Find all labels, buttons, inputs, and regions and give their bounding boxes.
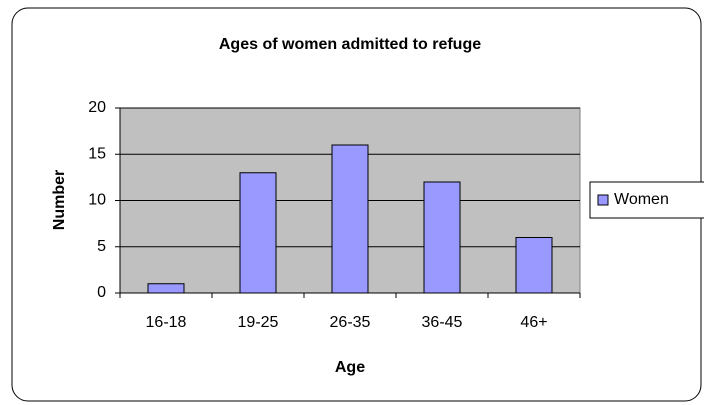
bar (147, 283, 185, 294)
x-tick-label: 26-35 (330, 314, 371, 331)
y-tick-label: 15 (88, 145, 106, 162)
x-axis-label: Age (335, 359, 365, 376)
bar (239, 172, 277, 294)
x-tick-label: 16-18 (146, 314, 187, 331)
bar (331, 144, 369, 294)
legend-swatch (597, 194, 609, 206)
y-tick-label: 20 (88, 99, 106, 116)
x-tick-label: 46+ (520, 314, 547, 331)
y-tick-label: 0 (97, 284, 106, 301)
x-tick-label: 19-25 (238, 314, 279, 331)
y-axis-label: Number (51, 170, 68, 230)
chart-title: Ages of women admitted to refuge (219, 36, 481, 53)
y-tick-label: 10 (88, 192, 106, 209)
legend-label: Women (614, 191, 669, 208)
x-tick-label: 36-45 (422, 314, 463, 331)
legend-box (589, 181, 704, 219)
bar (515, 237, 553, 294)
y-tick-label: 5 (97, 238, 106, 255)
bar (423, 181, 461, 294)
